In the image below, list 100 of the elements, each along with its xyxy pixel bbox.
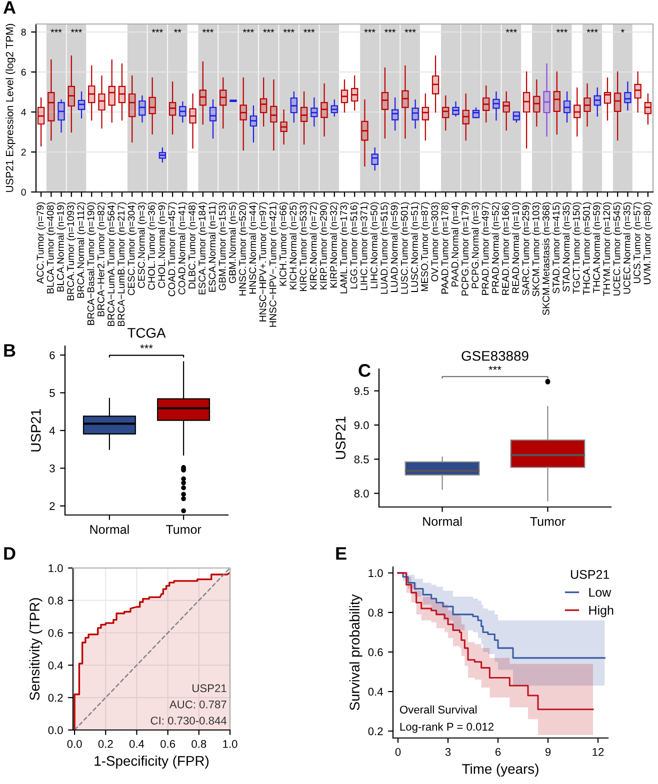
y-tick-label: 0.6 (48, 629, 63, 637)
y-tick-label: 8 (21, 28, 26, 36)
x-tick-label: 12 (592, 748, 604, 756)
x-tick-label: BRCA−LumB.Tumor (n=217) (117, 202, 126, 326)
annotation: *** (242, 29, 254, 32)
annotation: *** (140, 344, 153, 348)
x-tick-label: OV.Tumor (n=303) (431, 202, 440, 282)
annotation: *** (506, 29, 517, 32)
y-axis-title: Sensitivity (TPR) (29, 598, 42, 700)
x-tick-label: SKCM.Tumor (n=103) (532, 202, 542, 296)
x-tick-label: 9 (545, 748, 551, 756)
x-tick-label: 0.6 (160, 740, 176, 748)
annotation: *** (152, 29, 163, 32)
y-axis-title: USP21 Expression Level (log2 TPM) (6, 24, 16, 192)
y-axis-title: USP21 (30, 409, 41, 452)
x-tick-label: UCEC.Normal (n=35) (623, 202, 632, 294)
y-tick-label: 2 (50, 502, 55, 510)
x-tick-label: 0 (395, 748, 401, 756)
y-axis-title: Survival probability (349, 594, 362, 710)
x-tick-label: THCA.Normal (n=59) (592, 202, 602, 294)
y-tick-label: 0.6 (368, 648, 383, 656)
x-tick-label: ESCA.Tumor (n=184) (198, 202, 208, 294)
x-tick-label: 3 (445, 748, 451, 756)
annotation: * (620, 29, 624, 32)
x-tick-label: READ.Normal (n=10) (512, 202, 521, 294)
y-tick-label: 9.5 (354, 387, 369, 395)
y-tick-label: 0.2 (368, 727, 383, 736)
x-tick-label: LUSC.Tumor (n=501) (400, 202, 410, 294)
x-tick-label: CESC.Tumor (n=304) (128, 202, 137, 296)
x-tick-label: GBM.Tumor (n=153) (218, 202, 228, 290)
y-tick-label: 0.8 (368, 608, 383, 617)
x-tick-label: CESC.Normal (n=3) (138, 202, 147, 288)
x-tick-label: KICH.Normal (n=25) (289, 202, 298, 290)
x-tick-label: TGCT.Tumor (n=150) (572, 202, 582, 294)
annotation: *** (404, 29, 416, 32)
x-tick-label: UCEC.Tumor (n=545) (613, 202, 622, 296)
y-tick-label: 0.0 (48, 726, 63, 734)
x-tick-label: LUAD.Normal (n=59) (390, 202, 400, 292)
legend-label: Low (589, 588, 612, 597)
x-tick-label: PRAD.Tumor (n=497) (482, 202, 491, 295)
x-tick-label: KIRP.Normal (n=32) (330, 202, 339, 288)
x-tick-label: BLCA.Normal (n=19) (56, 202, 66, 292)
x-tick-label: BRCA−Her2.Tumor (n=82) (97, 202, 106, 316)
annotation: *** (556, 29, 568, 32)
annotation: USP21 (192, 684, 226, 692)
annotation: *** (586, 29, 598, 32)
x-tick-label: ESCA.Normal (n=11) (208, 202, 218, 292)
x-tick-label: HNSC.Tumor (n=520) (238, 202, 248, 296)
x-tick-label: HNSC−HPV+.Tumor (n=97) (259, 202, 268, 322)
x-tick-label: CHOL.Normal (n=9) (158, 202, 167, 288)
annotation: *** (283, 29, 294, 32)
x-tick-label: Tumor (166, 525, 202, 534)
x-tick-label: 6 (495, 748, 501, 756)
x-tick-label: DLBC.Tumor (n=48) (188, 202, 198, 288)
x-tick-label: 0.2 (98, 740, 113, 748)
x-axis-title: 1-Specificity (FPR) (94, 756, 209, 769)
y-tick-label: 6 (50, 351, 55, 360)
annotation: *** (488, 366, 502, 370)
x-tick-label: LGG.Tumor (n=516) (350, 202, 360, 288)
x-tick-label: LUAD.Tumor (n=515) (380, 202, 390, 294)
x-tick-label: ACC.Tumor (n=79) (36, 202, 46, 284)
x-tick-label: MESO.Tumor (n=87) (420, 202, 430, 292)
text: C (358, 364, 371, 377)
x-tick-label: BRCA−Basal.Tumor (n=190) (87, 202, 96, 325)
y-tick-label: 5 (50, 389, 55, 397)
annotation: Log-rank P = 0.012 (400, 722, 494, 733)
y-tick-label: 8.0 (354, 490, 369, 498)
x-tick-label: GBM.Normal (n=5) (228, 202, 238, 284)
x-tick-label: LUSC.Normal (n=51) (410, 202, 420, 292)
x-tick-label: COAD.Tumor (n=457) (168, 202, 178, 296)
y-tick-label: 1.0 (368, 569, 383, 578)
annotation: *** (304, 29, 315, 32)
x-tick-label: BRCA−LumA.Tumor (n=564) (107, 202, 116, 326)
x-tick-label: COAD.Normal (n=41) (178, 202, 188, 294)
legend-title: USP21 (571, 570, 610, 579)
annotation: Overall Survival (400, 705, 477, 714)
chart-title: TCGA (128, 328, 166, 338)
x-tick-label: SKCM.Metastasis (n=368) (542, 202, 552, 316)
x-tick-label: BLCA.Tumor (n=408) (46, 202, 56, 294)
annotation: *** (364, 29, 376, 32)
y-tick-label: 0.2 (48, 694, 63, 702)
x-tick-label: 0.0 (67, 740, 82, 748)
x-tick-label: LIHC.Normal (n=50) (370, 202, 380, 288)
y-axis-title: USP21 (336, 416, 346, 459)
x-tick-label: 0.4 (129, 740, 144, 748)
annotation: *** (202, 29, 214, 32)
text: E (336, 547, 346, 560)
x-tick-label: THCA.Tumor (n=501) (582, 202, 592, 295)
x-tick-label: SARC.Tumor (n=259) (522, 202, 532, 296)
x-tick-label: THYM.Tumor (n=120) (602, 202, 612, 296)
y-tick-label: 8.5 (354, 455, 369, 464)
x-tick-label: UVM.Tumor (n=80) (643, 202, 652, 284)
x-tick-label: CHOL.Tumor (n=36) (148, 202, 157, 290)
x-tick-label: HNSC.Normal (n=44) (248, 202, 258, 294)
x-tick-label: Normal (423, 516, 462, 526)
text: D (4, 547, 16, 560)
y-tick-label: 0.4 (368, 688, 383, 696)
annotation: ** (174, 29, 182, 32)
y-tick-label: 4 (21, 108, 26, 116)
y-tick-label: 4 (49, 426, 55, 435)
